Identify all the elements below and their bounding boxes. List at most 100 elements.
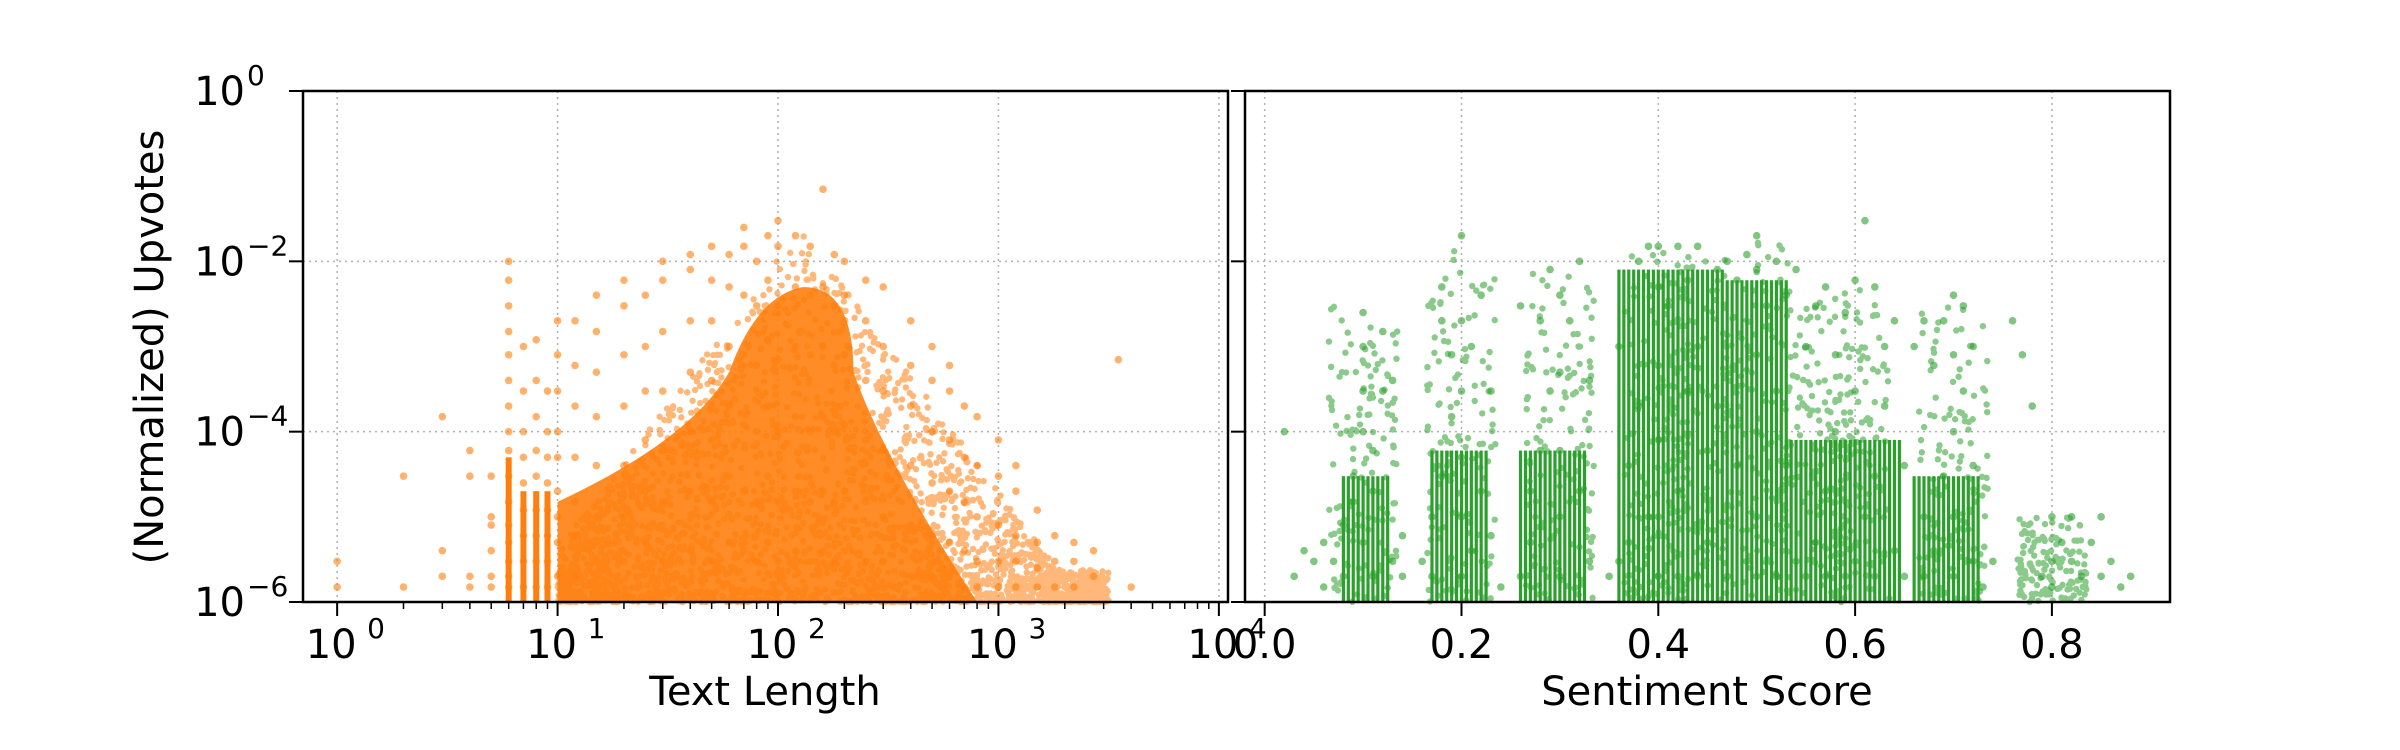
data-point: [1772, 387, 1781, 395]
data-point: [1338, 578, 1345, 586]
data-point: [2049, 519, 2056, 526]
data-point: [1856, 287, 1863, 294]
data-point: [590, 570, 597, 578]
data-point: [571, 402, 579, 410]
data-point: [1663, 326, 1671, 334]
data-point: [1382, 474, 1390, 481]
data-point: [1681, 289, 1688, 297]
data-point: [752, 498, 761, 506]
data-point: [1927, 516, 1935, 523]
data-point: [752, 361, 761, 370]
data-point: [1694, 410, 1701, 417]
data-point: [1878, 558, 1885, 565]
data-point: [585, 524, 593, 532]
data-point: [1012, 557, 1020, 566]
data-point: [1328, 406, 1336, 414]
data-point: [1741, 431, 1749, 438]
data-point: [2087, 538, 2096, 547]
data-point: [1483, 581, 1490, 588]
data-point: [880, 496, 887, 504]
data-point: [975, 477, 982, 485]
data-point: [1637, 515, 1645, 522]
data-point: [891, 524, 899, 531]
data-point: [466, 572, 474, 581]
data-point: [1739, 527, 1746, 534]
data-point: [930, 497, 938, 504]
data-point: [1376, 562, 1384, 569]
data-point: [2041, 535, 2048, 543]
data-point: [1806, 509, 1814, 516]
data-point: [1681, 295, 1688, 302]
sentiment-points: [1280, 216, 2135, 606]
data-point: [766, 286, 773, 293]
data-point: [543, 506, 552, 514]
data-point: [1981, 513, 1989, 520]
data-point: [831, 588, 838, 596]
data-point: [1836, 558, 1843, 565]
data-point: [850, 531, 858, 539]
data-point: [869, 409, 876, 417]
data-point: [1573, 498, 1581, 506]
data-point: [1447, 565, 1454, 572]
data-point: [704, 425, 712, 433]
data-point: [671, 559, 678, 566]
data-point: [765, 522, 772, 529]
data-point: [781, 536, 788, 543]
data-point: [786, 556, 793, 563]
data-point: [1741, 285, 1749, 293]
data-point: [1629, 341, 1636, 348]
data-point: [899, 376, 906, 383]
data-point: [1585, 425, 1593, 432]
sentiment-stripe: [1853, 439, 1857, 602]
data-point: [1447, 477, 1454, 485]
data-point: [734, 511, 742, 518]
data-point: [1841, 290, 1849, 297]
data-point: [1690, 364, 1698, 371]
data-point: [1681, 322, 1689, 329]
data-point: [738, 366, 745, 373]
data-point: [820, 558, 827, 566]
data-point: [1943, 483, 1950, 490]
data-point: [747, 361, 754, 368]
data-point: [626, 481, 633, 489]
data-point: [1347, 341, 1355, 348]
data-point: [1685, 575, 1692, 583]
data-point: [1768, 439, 1775, 446]
data-point: [1934, 491, 1942, 499]
data-point: [738, 381, 745, 388]
data-point: [967, 513, 974, 520]
data-point: [605, 490, 612, 498]
data-point: [1949, 427, 1958, 436]
data-point: [713, 407, 720, 414]
data-point: [584, 517, 591, 524]
data-point: [787, 249, 794, 256]
data-point: [1831, 485, 1839, 493]
data-point: [1941, 449, 1949, 456]
data-point: [869, 484, 876, 492]
sentiment-stripe: [1376, 476, 1380, 602]
data-point: [504, 583, 513, 591]
data-point: [1442, 587, 1450, 594]
data-point: [994, 557, 1003, 566]
data-point: [1677, 585, 1684, 592]
data-point: [969, 595, 976, 603]
data-point: [1012, 583, 1020, 591]
data-point: [587, 561, 595, 568]
data-point: [719, 592, 726, 600]
data-point: [732, 550, 739, 557]
data-point: [856, 347, 863, 355]
data-point: [864, 368, 871, 376]
data-point: [1831, 427, 1840, 436]
data-point: [939, 534, 947, 541]
data-point: [1329, 557, 1338, 566]
data-point: [1956, 438, 1964, 445]
data-point: [1648, 307, 1656, 314]
data-point: [1738, 335, 1745, 342]
data-point: [1050, 557, 1059, 566]
data-point: [682, 582, 689, 589]
data-point: [1711, 459, 1719, 467]
data-point: [950, 567, 957, 575]
data-point: [1531, 553, 1538, 560]
data-point: [811, 489, 819, 496]
data-point: [628, 525, 636, 532]
